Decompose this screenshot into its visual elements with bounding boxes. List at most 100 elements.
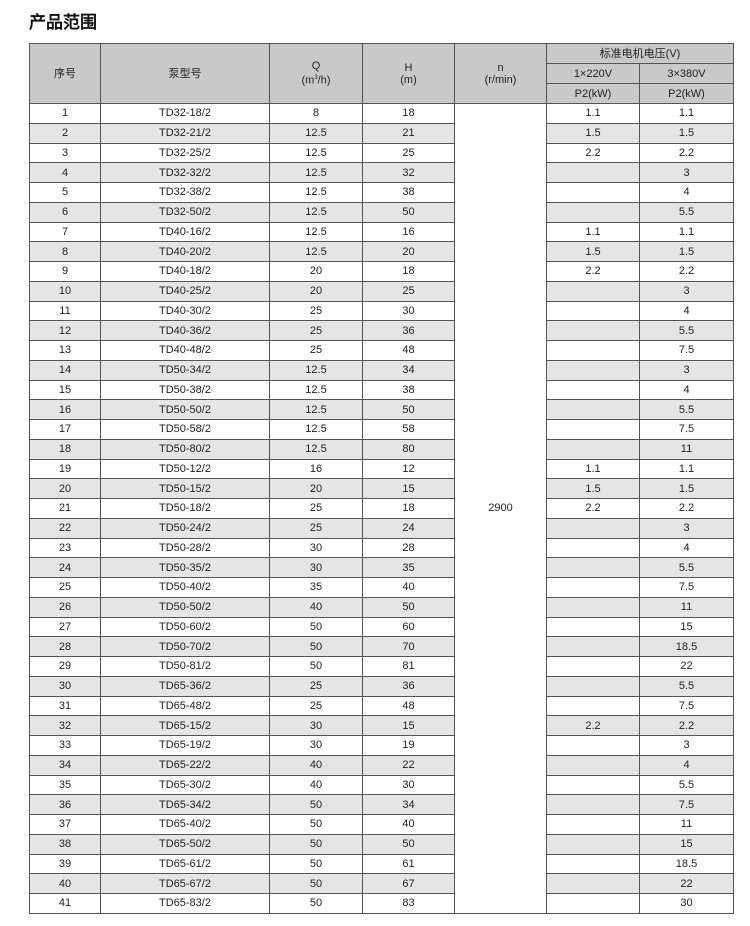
cell-power-3phase: 7.5 [638, 340, 735, 361]
cell-head-h: 22 [362, 754, 455, 776]
cell-flow-q: 12.5 [269, 162, 363, 183]
cell-seq: 22 [29, 517, 101, 539]
cell-power-1phase: 2.2 [546, 715, 640, 736]
cell-model: TD32-21/2 [100, 122, 270, 144]
cell-flow-q: 12.5 [269, 241, 363, 262]
cell-power-1phase: 2.2 [546, 142, 640, 164]
cell-flow-q: 50 [269, 656, 363, 677]
cell-power-3phase: 1.5 [638, 122, 735, 144]
cell-power-3phase: 1.5 [638, 478, 735, 499]
cell-model: TD65-61/2 [100, 853, 270, 875]
cell-flow-q: 25 [269, 340, 363, 361]
cell-power-1phase [546, 300, 640, 322]
cell-power-3phase: 2.2 [638, 142, 735, 164]
cell-seq: 10 [29, 280, 101, 302]
cell-seq: 35 [29, 774, 101, 796]
cell-model: TD40-48/2 [100, 340, 270, 361]
table-row: 9 TD40-18/2 20 18 2.2 2.2 [29, 261, 735, 282]
header-seq: 序号 [29, 43, 101, 104]
cell-power-3phase: 7.5 [638, 419, 735, 440]
cell-model: TD40-16/2 [100, 221, 270, 243]
cell-flow-q: 12.5 [269, 419, 363, 440]
cell-flow-q: 20 [269, 280, 363, 302]
header-p2-1phase: P2(kW) [546, 83, 640, 104]
table-row: 31 TD65-48/2 25 48 7.5 [29, 695, 735, 717]
header-model: 泵型号 [100, 43, 270, 104]
table-row: 3 TD32-25/2 12.5 25 2.2 2.2 [29, 142, 735, 164]
cell-power-3phase: 3 [638, 280, 735, 302]
cell-power-1phase: 1.5 [546, 478, 640, 499]
cell-power-1phase [546, 537, 640, 559]
cell-power-1phase [546, 280, 640, 302]
cell-seq: 29 [29, 656, 101, 677]
cell-power-1phase: 2.2 [546, 498, 640, 519]
cell-flow-q: 30 [269, 557, 363, 578]
table-row: 36 TD65-34/2 50 34 7.5 [29, 794, 735, 815]
table-row: 8 TD40-20/2 12.5 20 1.5 1.5 [29, 241, 735, 262]
cell-power-3phase: 2.2 [638, 498, 735, 519]
header-q: Q (m3/h) [269, 43, 363, 104]
cell-head-h: 19 [362, 735, 455, 756]
cell-model: TD65-67/2 [100, 873, 270, 894]
cell-model: TD32-38/2 [100, 182, 270, 203]
q-unit: (m [301, 74, 315, 87]
cell-flow-q: 50 [269, 873, 363, 894]
cell-flow-q: 25 [269, 498, 363, 519]
cell-head-h: 15 [362, 478, 455, 499]
cell-flow-q: 50 [269, 616, 363, 638]
cell-power-1phase [546, 557, 640, 578]
h-label: H [404, 61, 413, 74]
cell-flow-q: 50 [269, 833, 363, 855]
table-row: 6 TD32-50/2 12.5 50 5.5 [29, 201, 735, 223]
cell-model: TD65-83/2 [100, 893, 270, 914]
cell-model: TD65-36/2 [100, 675, 270, 697]
cell-seq: 7 [29, 221, 101, 243]
table-row: 34 TD65-22/2 40 22 4 [29, 754, 735, 776]
cell-head-h: 15 [362, 715, 455, 736]
cell-power-3phase: 5.5 [638, 201, 735, 223]
table-row: 28 TD50-70/2 50 70 18.5 [29, 636, 735, 657]
table-row: 1 TD32-18/2 8 18 2900 1.1 1.1 [29, 103, 735, 914]
cell-power-1phase [546, 873, 640, 894]
cell-model: TD32-32/2 [100, 162, 270, 183]
cell-head-h: 30 [362, 300, 455, 322]
cell-power-3phase: 7.5 [638, 695, 735, 717]
cell-power-3phase: 7.5 [638, 577, 735, 598]
table-row: 35 TD65-30/2 40 30 5.5 [29, 774, 735, 796]
table-row: 27 TD50-60/2 50 60 15 [29, 616, 735, 638]
cell-seq: 39 [29, 853, 101, 875]
cell-flow-q: 12.5 [269, 182, 363, 203]
cell-power-1phase [546, 735, 640, 756]
cell-power-3phase: 4 [638, 300, 735, 322]
cell-head-h: 34 [362, 794, 455, 815]
cell-power-1phase [546, 517, 640, 539]
cell-power-3phase: 18.5 [638, 853, 735, 875]
cell-head-h: 80 [362, 438, 455, 460]
cell-power-3phase: 5.5 [638, 320, 735, 341]
cell-power-1phase [546, 656, 640, 677]
cell-seq: 26 [29, 596, 101, 618]
cell-model: TD50-15/2 [100, 478, 270, 499]
cell-power-3phase: 1.1 [638, 103, 735, 124]
table-row: 13 TD40-48/2 25 48 7.5 [29, 340, 735, 361]
cell-flow-q: 25 [269, 320, 363, 341]
cell-seq: 25 [29, 577, 101, 598]
cell-model: TD50-50/2 [100, 399, 270, 420]
cell-power-1phase [546, 359, 640, 381]
cell-power-1phase: 1.1 [546, 103, 640, 124]
cell-power-3phase: 11 [638, 438, 735, 460]
cell-head-h: 32 [362, 162, 455, 183]
cell-head-h: 81 [362, 656, 455, 677]
cell-head-h: 18 [362, 103, 455, 124]
cell-power-1phase [546, 774, 640, 796]
cell-head-h: 36 [362, 675, 455, 697]
cell-power-1phase [546, 893, 640, 914]
table-row: 21 TD50-18/2 25 18 2.2 2.2 [29, 498, 735, 519]
cell-flow-q: 50 [269, 636, 363, 657]
cell-seq: 2 [29, 122, 101, 144]
cell-model: TD65-48/2 [100, 695, 270, 717]
cell-power-3phase: 11 [638, 814, 735, 835]
cell-seq: 32 [29, 715, 101, 736]
table-row: 29 TD50-81/2 50 81 22 [29, 656, 735, 677]
cell-power-1phase [546, 596, 640, 618]
